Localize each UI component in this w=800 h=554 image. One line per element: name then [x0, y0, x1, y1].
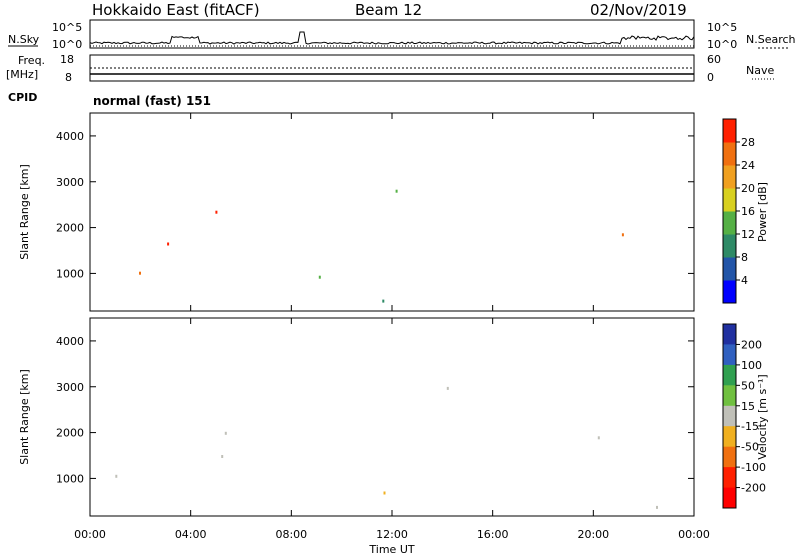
- range-tick-label: 4000: [56, 335, 84, 348]
- velocity-panel: Slant Range [km] 1000 2000 3000 4000: [18, 317, 695, 517]
- colorbar-tick-label: 20: [741, 182, 755, 195]
- colorbar-segment: [723, 119, 736, 143]
- time-tick-label: 16:00: [477, 528, 509, 541]
- echo-cell: [621, 233, 624, 237]
- range-tick-label: 3000: [56, 381, 84, 394]
- nave-tick-low: 0: [707, 71, 714, 84]
- freq-tick-high: 18: [60, 53, 74, 66]
- echo-cell: [446, 386, 449, 390]
- power-ylabel: Slant Range [km]: [18, 164, 31, 260]
- radar-title: Hokkaido East (fitACF): [92, 1, 260, 19]
- range-tick-label: 3000: [56, 176, 84, 189]
- echo-cell: [318, 275, 321, 279]
- range-tick-label: 2000: [56, 222, 84, 235]
- time-tick-label: 08:00: [275, 528, 307, 541]
- nave-tick-high: 60: [707, 53, 721, 66]
- colorbar-tick-label: -100: [741, 461, 766, 474]
- colorbar-tick-label: 200: [741, 338, 762, 351]
- freq-unit-label: [MHz]: [6, 68, 38, 81]
- echo-cell: [221, 455, 224, 458]
- colorbar-segment: [723, 364, 736, 386]
- noise-panel: N.Sky N.Search 10^5 10^0 10^5 10^0: [8, 19, 796, 51]
- echo-cell: [215, 210, 218, 214]
- power-scatter-cells: [139, 189, 624, 303]
- range-tick-label: 4000: [56, 130, 84, 143]
- colorbar-segment: [723, 257, 736, 281]
- colorbar-segment: [723, 344, 736, 366]
- time-tick-label: 00:00: [74, 528, 106, 541]
- time-tick-label: 00:00: [678, 528, 710, 541]
- colorbar-tick-label: -200: [741, 482, 766, 495]
- cpid-label: CPID: [8, 91, 37, 104]
- noise-tick-high-right: 10^5: [707, 21, 737, 34]
- colorbar-segment: [723, 324, 736, 345]
- power-panel: Slant Range [km] 1000 2000 3000 4000: [18, 112, 695, 312]
- colorbar-segment: [723, 280, 736, 304]
- colorbar-frame: [722, 323, 737, 509]
- colorbar-segment: [723, 385, 736, 407]
- echo-cell: [656, 505, 658, 509]
- colorbar-segment: [723, 165, 736, 189]
- freq-label: Freq.: [18, 54, 45, 67]
- velocity-scatter-cells: [115, 386, 658, 509]
- echo-cell: [115, 474, 118, 478]
- power-colorbar: 4 8 12 16 20 24 28: [722, 118, 755, 304]
- date-label: 02/Nov/2019: [590, 1, 687, 19]
- velocity-ylabel: Slant Range [km]: [18, 369, 31, 465]
- colorbar-tick-label: 15: [741, 400, 755, 413]
- nsearch-label: N.Search: [746, 33, 796, 46]
- colorbar-segment: [723, 467, 736, 488]
- noise-tick-low-right: 10^0: [707, 38, 737, 51]
- echo-cell: [382, 299, 385, 303]
- noise-sky-trace: [89, 31, 695, 46]
- colorbar-tick-label: 28: [741, 136, 755, 149]
- colorbar-tick-label: 8: [741, 251, 748, 264]
- colorbar-tick-label: 24: [741, 159, 755, 172]
- colorbar-segment: [723, 446, 736, 468]
- echo-cell: [395, 189, 398, 193]
- colorbar-tick-label: 16: [741, 205, 755, 218]
- frequency-panel: Freq. [MHz] 18 8 60 0 Nave: [6, 53, 776, 84]
- colorbar-tick-label: 12: [741, 228, 755, 241]
- colorbar-tick-label: 50: [741, 379, 755, 392]
- colorbar-segment: [723, 405, 736, 427]
- nsky-label: N.Sky: [8, 33, 40, 46]
- echo-cell: [167, 242, 170, 246]
- noise-tick-low-left: 10^0: [52, 38, 82, 51]
- echo-cell: [224, 431, 227, 435]
- velocity-colorbar: 200 100 50 15 -15 -50 -100 -200: [722, 323, 766, 509]
- cpid-value: normal (fast) 151: [93, 94, 211, 108]
- noise-tick-high-left: 10^5: [52, 21, 82, 34]
- colorbar-tick-label: -50: [741, 441, 759, 454]
- power-colorbar-label: Power [dB]: [756, 182, 769, 242]
- range-tick-label: 1000: [56, 472, 84, 485]
- echo-cell: [383, 491, 386, 495]
- velocity-colorbar-label: Velocity [m s⁻¹]: [756, 374, 769, 459]
- colorbar-tick-label: 4: [741, 274, 748, 287]
- time-tick-label: 12:00: [376, 528, 408, 541]
- colorbar-segment: [723, 142, 736, 166]
- range-tick-label: 2000: [56, 427, 84, 440]
- colorbar-segment: [723, 211, 736, 235]
- time-axis-ticks: 00:00 04:00 08:00 12:00 16:00 20:00 00:00: [74, 113, 710, 541]
- colorbar-tick-label: 100: [741, 359, 762, 372]
- colorbar-segment: [723, 426, 736, 448]
- echo-cell: [597, 436, 600, 440]
- echo-cell: [139, 271, 141, 275]
- time-tick-label: 20:00: [577, 528, 609, 541]
- colorbar-segment: [723, 188, 736, 212]
- time-tick-label: 04:00: [175, 528, 207, 541]
- range-tick-label: 1000: [56, 267, 84, 280]
- colorbar-tick-label: -15: [741, 420, 759, 433]
- nave-label: Nave: [746, 64, 774, 77]
- time-axis-label: Time UT: [368, 543, 414, 554]
- beam-label: Beam 12: [355, 1, 422, 19]
- colorbar-segment: [723, 234, 736, 258]
- colorbar-segment: [723, 487, 736, 509]
- freq-tick-low: 8: [65, 71, 72, 84]
- power-y-ticks: 1000 2000 3000 4000: [56, 130, 694, 280]
- velocity-y-ticks: 1000 2000 3000 4000: [56, 335, 694, 485]
